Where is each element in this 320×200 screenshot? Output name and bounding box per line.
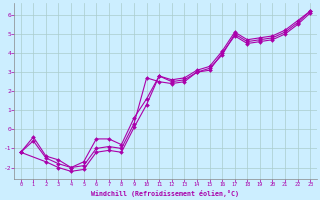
X-axis label: Windchill (Refroidissement éolien,°C): Windchill (Refroidissement éolien,°C) [92,190,239,197]
